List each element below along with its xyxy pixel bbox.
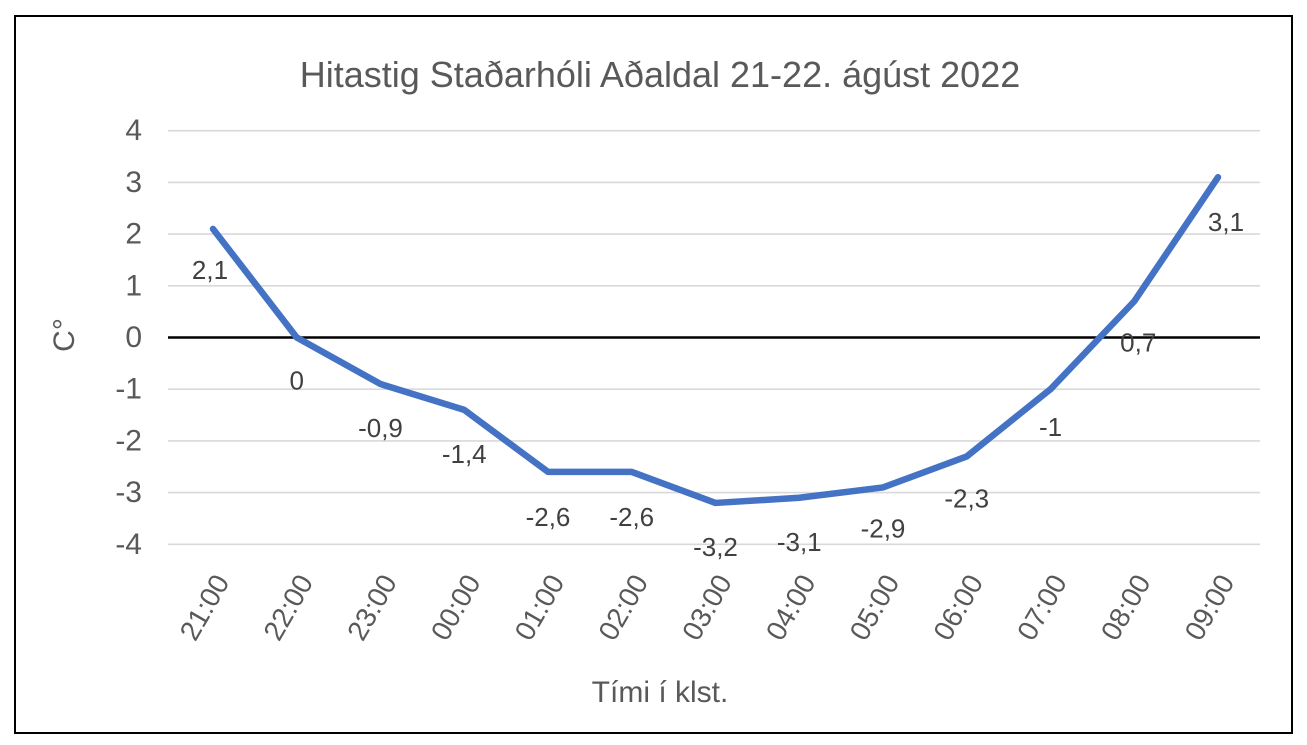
data-label: -2,3 — [944, 483, 989, 513]
data-label: 2,1 — [192, 255, 228, 285]
temperature-series-line — [209, 173, 1222, 507]
y-tick-label: 2 — [125, 218, 142, 251]
x-tick-label: 00:00 — [425, 569, 487, 645]
x-tick-label: 21:00 — [174, 569, 236, 645]
y-tick-label: 0 — [125, 321, 142, 354]
x-tick-label: 09:00 — [1179, 569, 1241, 645]
data-label: 3,1 — [1208, 207, 1244, 237]
x-tick-label: 02:00 — [592, 569, 654, 645]
y-tick-label: 4 — [125, 114, 142, 147]
y-tick-label: 1 — [125, 269, 142, 302]
x-tick-label: 03:00 — [676, 569, 738, 645]
x-tick-label: 23:00 — [341, 569, 403, 645]
y-tick-label: -2 — [115, 424, 142, 457]
x-tick-label: 22:00 — [257, 569, 319, 645]
x-tick-label: 04:00 — [760, 569, 822, 645]
y-tick-label: 3 — [125, 166, 142, 199]
data-label: -2,6 — [609, 502, 654, 532]
data-label: -1,4 — [442, 439, 487, 469]
x-tick-label: 07:00 — [1011, 569, 1073, 645]
data-label: -3,2 — [693, 532, 738, 562]
data-label: -3,1 — [777, 527, 822, 557]
x-tick-label: 05:00 — [844, 569, 906, 645]
y-tick-label: -1 — [115, 373, 142, 406]
y-tick-label: -4 — [115, 528, 142, 561]
x-tick-label: 06:00 — [927, 569, 989, 645]
x-tick-label: 01:00 — [509, 569, 571, 645]
data-label: 0,7 — [1120, 327, 1156, 357]
data-label: -1 — [1039, 412, 1062, 442]
data-label: -0,9 — [358, 413, 403, 443]
data-label: -2,9 — [861, 513, 906, 543]
x-axis-title: Tími í klst. — [591, 676, 729, 709]
y-tick-label: -3 — [115, 476, 142, 509]
chart-title: Hitastig Staðarhóli Aðaldal 21-22. ágúst… — [299, 54, 1021, 95]
data-label: -2,6 — [526, 502, 571, 532]
data-label: 0 — [290, 366, 304, 396]
x-tick-label: 08:00 — [1095, 569, 1157, 645]
